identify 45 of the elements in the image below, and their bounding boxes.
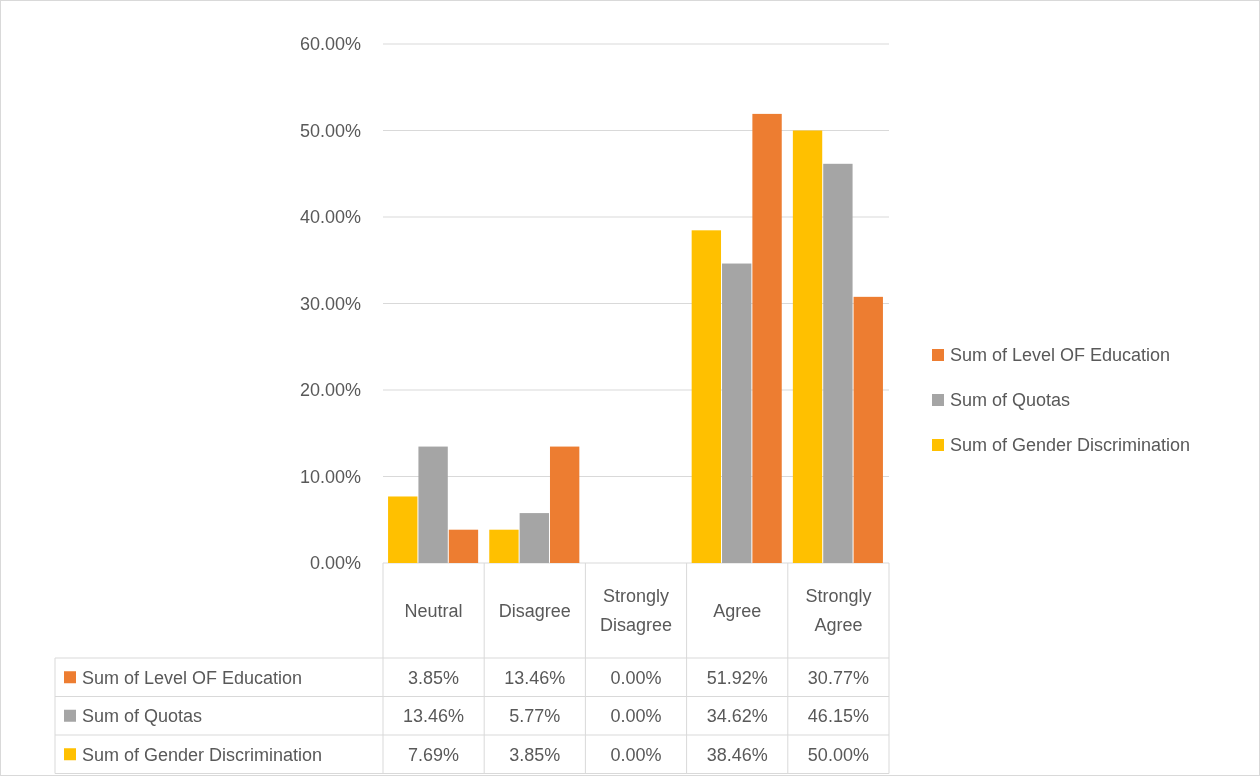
data-label: 13.46%: [403, 706, 465, 727]
bar: [388, 496, 418, 563]
x-tick-label: Agree: [713, 600, 762, 621]
data-label: 5.77%: [509, 706, 561, 727]
data-label: 30.77%: [807, 667, 869, 688]
data-label: 0.00%: [610, 667, 662, 688]
bar: [448, 529, 479, 563]
bar: [519, 513, 549, 563]
bar: [823, 163, 853, 563]
x-tick-label: Disagree: [498, 600, 571, 621]
legend-label: Sum of Level OF Education: [950, 345, 1171, 366]
y-tick-label: 10.00%: [299, 466, 361, 487]
y-tick-label: 40.00%: [299, 207, 361, 228]
x-tick-label: Strongly Agree: [805, 586, 872, 636]
y-tick-label: 60.00%: [299, 34, 361, 55]
data-label: 0.00%: [610, 706, 662, 727]
bar: [853, 296, 883, 563]
legend-label: Sum of Gender Discrimination: [950, 435, 1191, 456]
x-tick-label: Strongly Disagree: [599, 586, 673, 636]
data-label: 3.85%: [408, 667, 460, 688]
data-label: 13.46%: [504, 667, 566, 688]
bar: [489, 529, 519, 563]
x-tick-label: Neutral: [404, 600, 463, 621]
y-tick-label: 50.00%: [299, 120, 361, 141]
bar: [549, 446, 580, 563]
bar: [792, 130, 823, 563]
text: Sum of Gender Discrimination: [82, 744, 323, 765]
bar: [691, 230, 722, 563]
bar: [722, 263, 752, 563]
data-label: 50.00%: [807, 744, 869, 765]
data-label: 7.69%: [408, 744, 460, 765]
bar: [418, 446, 448, 563]
bar: [752, 113, 782, 563]
data-label: 46.15%: [807, 706, 869, 727]
y-tick-label: 30.00%: [299, 293, 361, 314]
y-tick-label: 20.00%: [299, 380, 361, 401]
legend-label: Sum of Quotas: [950, 390, 1071, 411]
data-label: 51.92%: [706, 667, 768, 688]
text: Sum of Quotas: [82, 706, 203, 727]
data-label: 34.62%: [706, 706, 768, 727]
data-label: 0.00%: [610, 744, 662, 765]
y-tick-label: 0.00%: [309, 553, 361, 574]
text: Sum of Level OF Education: [82, 667, 303, 688]
data-label: 38.46%: [706, 744, 768, 765]
data-label: 3.85%: [509, 744, 561, 765]
